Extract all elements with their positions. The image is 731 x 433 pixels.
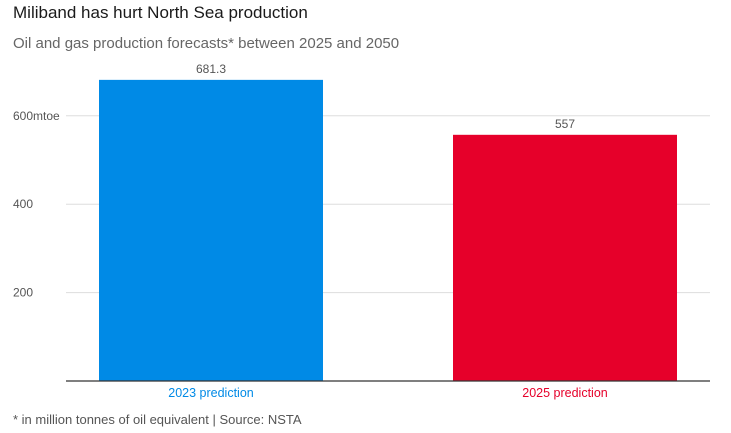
bar (99, 79, 323, 381)
data-label: 557 (555, 117, 575, 131)
chart-subtitle: Oil and gas production forecasts* betwee… (13, 35, 400, 52)
data-label: 681.3 (196, 62, 226, 76)
x-category-label: 2023 prediction (168, 386, 254, 400)
source-footnote: * in million tonnes of oil equivalent | … (13, 412, 302, 427)
y-tick-label: 200 (13, 286, 33, 300)
y-tick-label: 400 (13, 197, 33, 211)
x-category-label: 2025 prediction (522, 386, 608, 400)
y-tick-label: 600mtoe (13, 109, 60, 123)
chart-title: Miliband has hurt North Sea production (13, 3, 308, 22)
bar (453, 134, 677, 381)
